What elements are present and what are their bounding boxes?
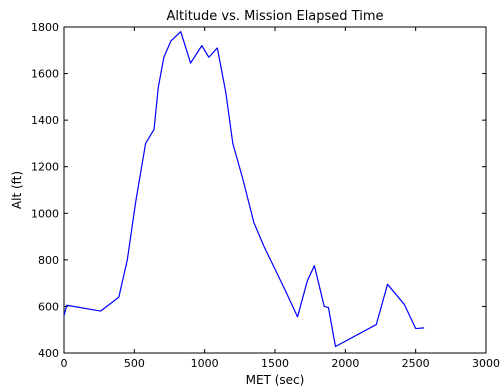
y-tick-label: 1000 [31, 207, 59, 220]
y-tick-label: 1400 [31, 114, 59, 127]
x-tick-label: 2500 [402, 357, 430, 370]
x-axis-label: MET (sec) [246, 373, 305, 386]
x-tick-label: 1000 [191, 357, 219, 370]
y-tick-label: 1200 [31, 161, 59, 174]
plot-frame [63, 26, 487, 354]
x-tick-label: 500 [124, 357, 145, 370]
chart-title: Altitude vs. Mission Elapsed Time [167, 9, 384, 24]
y-tick-label: 1600 [31, 68, 59, 81]
y-tick-label: 800 [38, 254, 59, 267]
y-tick-label: 1800 [31, 21, 59, 34]
x-tick-label: 0 [61, 357, 68, 370]
y-tick-label: 600 [38, 300, 59, 313]
x-axis-ticks: 0 500 1000 1500 2000 2500 3000 [61, 27, 500, 370]
y-axis-label: Alt (ft) [10, 171, 24, 209]
series-layer [63, 31, 425, 348]
y-tick-label: 400 [38, 347, 59, 360]
altitude-series-line [63, 31, 425, 348]
x-tick-label: 1500 [261, 357, 289, 370]
plot-area [63, 26, 487, 354]
y-axis-ticks: 400 600 800 1000 1200 1400 1600 1800 [31, 21, 486, 360]
x-tick-label: 2000 [331, 357, 359, 370]
x-tick-label: 3000 [472, 357, 500, 370]
